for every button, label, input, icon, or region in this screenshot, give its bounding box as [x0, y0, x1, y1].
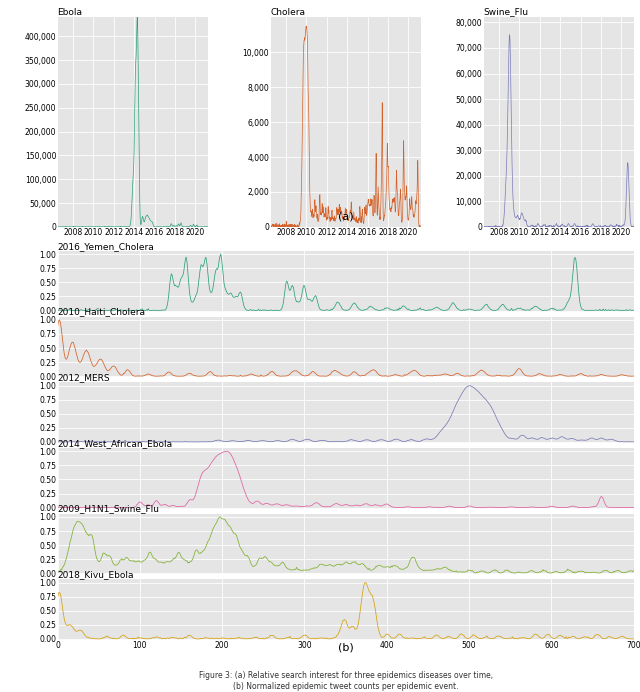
- Text: 2010_Haiti_Cholera: 2010_Haiti_Cholera: [58, 307, 146, 316]
- Text: (a): (a): [338, 211, 353, 221]
- Text: 2016_Yemen_Cholera: 2016_Yemen_Cholera: [58, 242, 154, 251]
- Text: Swine_Flu: Swine_Flu: [484, 8, 529, 17]
- Text: 2018_Kivu_Ebola: 2018_Kivu_Ebola: [58, 570, 134, 579]
- Text: 2009_H1N1_Swine_Flu: 2009_H1N1_Swine_Flu: [58, 504, 159, 513]
- Text: (b): (b): [338, 642, 353, 652]
- Text: Ebola: Ebola: [58, 8, 83, 17]
- Text: 2012_MERS: 2012_MERS: [58, 373, 110, 382]
- Text: Cholera: Cholera: [271, 8, 306, 17]
- Text: 2014_West_African_Ebola: 2014_West_African_Ebola: [58, 439, 173, 448]
- Text: Figure 3: (a) Relative search interest for three epidemics diseases over time,
(: Figure 3: (a) Relative search interest f…: [198, 671, 493, 691]
